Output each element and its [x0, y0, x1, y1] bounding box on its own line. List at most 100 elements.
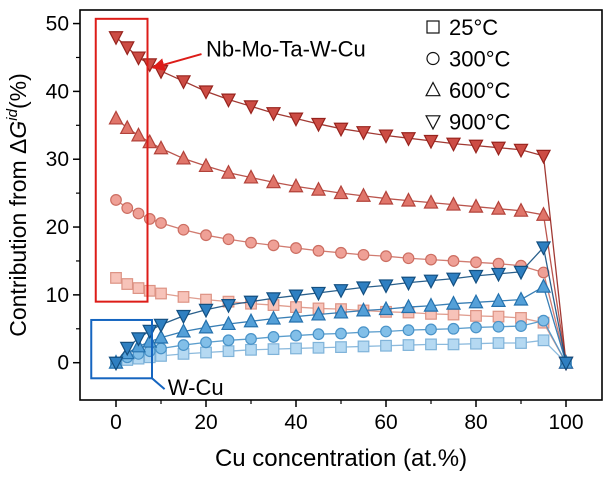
square-marker — [143, 284, 156, 297]
triangle-down-marker — [423, 134, 439, 150]
square-marker — [537, 334, 550, 347]
triangle-up-marker — [400, 192, 417, 207]
triangle-down-marker — [378, 129, 394, 144]
triangle-up-marker — [425, 81, 441, 97]
circle-marker — [200, 229, 212, 242]
series-nb-mo-ta-w-cu-600-c — [108, 110, 574, 369]
circle-marker — [110, 194, 122, 206]
triangle-up-marker — [142, 333, 158, 348]
triangle-up-marker — [355, 302, 372, 317]
y-tick-label: 20 — [46, 216, 69, 239]
circle-marker — [357, 326, 370, 339]
y-tick-label: 50 — [46, 13, 69, 36]
triangle-down-marker — [513, 143, 529, 159]
y-axis: 0 10 20 30 40 50 Contribution from ΔGid(%) — [4, 13, 80, 375]
circle-marker — [426, 51, 440, 66]
legend-item-300-c: 300°C — [426, 47, 511, 72]
circle-marker — [200, 336, 212, 349]
triangle-down-marker — [425, 115, 441, 131]
circle-marker — [515, 320, 527, 332]
legend-label: 300°C — [449, 47, 511, 72]
triangle-down-marker — [265, 107, 282, 122]
triangle-down-marker — [108, 356, 124, 372]
triangle-up-marker — [535, 206, 552, 221]
circle-marker — [222, 233, 235, 246]
triangle-up-marker — [445, 196, 462, 211]
square-marker — [425, 338, 437, 351]
x-tick-label: 80 — [464, 411, 487, 434]
triangle-up-marker — [355, 187, 372, 202]
triangle-up-marker — [445, 295, 462, 310]
triangle-down-marker — [333, 122, 349, 138]
triangle-up-marker — [378, 190, 394, 205]
legend-label: 25°C — [449, 15, 498, 40]
circle-marker — [357, 248, 370, 261]
square-marker — [177, 291, 190, 303]
triangle-up-marker — [265, 310, 282, 325]
triangle-down-marker — [265, 292, 282, 307]
triangle-down-marker — [108, 31, 124, 46]
circle-marker — [380, 325, 392, 338]
square-marker — [447, 338, 460, 351]
triangle-down-marker — [153, 318, 169, 334]
triangle-down-marker — [490, 141, 507, 157]
triangle-down-marker — [220, 93, 237, 108]
circle-marker — [143, 213, 156, 225]
triangle-down-marker — [288, 112, 304, 127]
triangle-up-marker — [198, 157, 214, 173]
triangle-down-marker — [423, 274, 439, 290]
triangle-down-marker — [175, 75, 192, 90]
triangle-up-marker — [310, 181, 327, 196]
circle-marker — [290, 329, 302, 342]
triangle-down-marker — [445, 272, 462, 288]
y-axis-label: Contribution from ΔGid(%) — [4, 73, 31, 337]
square-marker — [492, 337, 505, 349]
square-marker — [132, 282, 145, 294]
square-marker — [245, 343, 257, 356]
square-marker — [380, 339, 392, 352]
triangle-down-marker — [535, 149, 552, 165]
triangle-up-marker — [310, 306, 327, 321]
triangle-up-marker — [333, 184, 349, 200]
triangle-up-marker — [468, 198, 484, 213]
annotation-text-nb-label: Nb-Mo-Ta-W-Cu — [206, 37, 366, 62]
x-tick-label: 0 — [110, 411, 122, 434]
square-marker — [290, 342, 302, 355]
circle-marker — [222, 334, 235, 347]
square-marker — [335, 341, 347, 353]
square-marker — [447, 308, 460, 321]
triangle-up-marker — [175, 150, 192, 165]
annotation-wcu-label: W-Cu — [151, 375, 224, 400]
circle-marker — [267, 239, 280, 252]
circle-marker — [402, 252, 415, 265]
triangle-down-marker — [468, 269, 484, 285]
circle-marker — [425, 253, 437, 266]
square-marker — [267, 343, 280, 356]
circle-marker — [155, 217, 167, 229]
triangle-up-marker — [153, 139, 169, 155]
circle-marker — [380, 250, 392, 263]
triangle-up-marker — [423, 297, 439, 312]
triangle-up-marker — [265, 173, 282, 189]
square-marker — [110, 272, 122, 284]
triangle-down-marker — [513, 265, 529, 281]
circle-marker — [537, 314, 550, 327]
legend: 25°C 300°C 600°C 900°C — [425, 15, 511, 135]
circle-marker — [402, 324, 415, 337]
x-tick-label: 60 — [374, 411, 397, 434]
triangle-up-marker — [108, 110, 124, 125]
legend-item-600-c: 600°C — [425, 78, 511, 103]
triangle-up-marker — [423, 194, 439, 209]
triangle-down-marker — [130, 51, 147, 66]
circle-marker — [335, 327, 347, 340]
triangle-down-marker — [355, 126, 372, 141]
annotation-nb-label: Nb-Mo-Ta-W-Cu — [151, 37, 366, 71]
circle-marker — [132, 207, 145, 220]
y-tick-label: 10 — [46, 284, 69, 307]
circle-marker — [121, 202, 134, 214]
triangle-down-marker — [198, 85, 214, 100]
triangle-up-marker — [198, 319, 214, 334]
triangle-down-marker — [220, 299, 237, 314]
triangle-down-marker — [288, 289, 304, 304]
